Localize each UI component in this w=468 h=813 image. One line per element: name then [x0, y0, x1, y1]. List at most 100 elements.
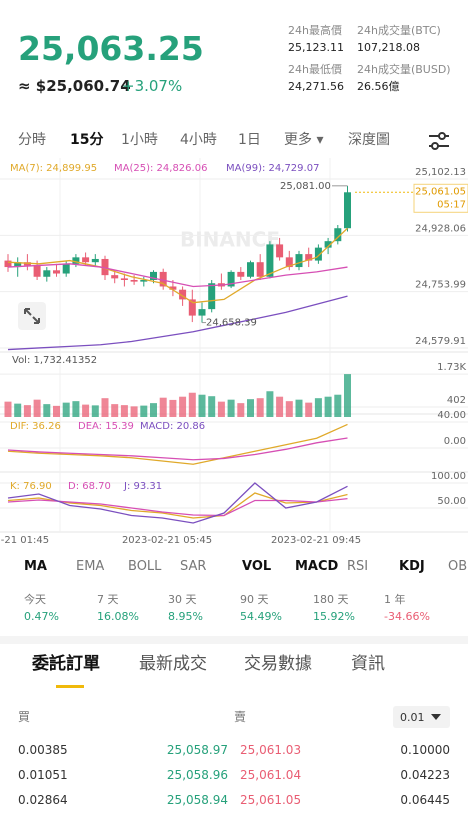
volume-bar [285, 401, 293, 417]
indicator-tab[interactable]: KDJ [399, 559, 425, 574]
settings-icon[interactable] [428, 131, 450, 151]
indicator-tab[interactable]: BOLL [128, 559, 162, 574]
y-tick-label: 40.00 [437, 410, 466, 421]
candle-body [82, 257, 90, 263]
volume-bar [82, 404, 90, 417]
volume-bar [314, 398, 322, 417]
ask-amount: 0.06445 [400, 793, 450, 807]
volume-bar [237, 403, 245, 417]
volume-bar [208, 396, 216, 417]
watermark: BINANCE [180, 228, 280, 252]
legend-label: D: 68.70 [68, 481, 111, 492]
return-period: 180 天 [313, 593, 349, 606]
indicator-tab[interactable]: SAR [180, 559, 207, 574]
precision-value[interactable]: 0.01 [400, 711, 425, 724]
low-label: 24,658.39 [206, 318, 257, 329]
volume-bar [111, 404, 119, 417]
indicator-tab[interactable]: OB [448, 559, 468, 574]
volume-bar [150, 403, 157, 417]
precision-dropdown[interactable] [393, 706, 450, 728]
timeframe-tab[interactable]: 深度圖 [348, 132, 390, 148]
timeframe-tab[interactable]: 1日 [238, 132, 261, 148]
indicator-tab[interactable]: EMA [76, 559, 105, 574]
timeframe-tab[interactable]: 更多 ▾ [284, 132, 324, 148]
indicator-line [7, 227, 348, 304]
y-tick-label: 100.00 [431, 471, 466, 482]
candle-body [237, 271, 245, 277]
current-price-label: 25,061.05 [415, 186, 466, 197]
candle-body [295, 254, 303, 268]
return-period: 7 天 [97, 593, 119, 606]
x-tick-label: 02-21 01:45 [0, 535, 49, 546]
section-tab[interactable]: 委託訂單 [32, 654, 100, 674]
volume-label: Vol: 1,732.41352 [12, 355, 97, 366]
timeframe-tab[interactable]: 分時 [18, 132, 46, 148]
stat-value: 107,218.08 [357, 41, 420, 54]
candle-body [43, 270, 51, 277]
y-tick-label: 24,579.91 [415, 336, 466, 347]
bid-amount: 0.02864 [18, 793, 68, 807]
candle-body [53, 270, 60, 274]
candle-body [305, 254, 313, 261]
candle-body [169, 286, 177, 290]
volume-bar [14, 403, 22, 417]
indicator-tab[interactable]: RSI [347, 559, 369, 574]
candle-body [344, 192, 351, 229]
candle-body [150, 271, 157, 280]
return-value: 15.92% [313, 610, 355, 623]
candle-body [62, 263, 70, 274]
return-value: 16.08% [97, 610, 139, 623]
timeframe-tab[interactable]: 15分 [70, 132, 104, 148]
candle-body [227, 271, 235, 287]
timeframe-tab[interactable]: 4小時 [180, 132, 217, 148]
return-period: 30 天 [168, 593, 197, 606]
legend-label: MA(99): 24,729.07 [226, 163, 319, 174]
bid-price: 25,058.94 [166, 793, 228, 807]
y-tick-label: 1.73K [437, 362, 466, 373]
legend-label: MA(7): 24,899.95 [10, 163, 97, 174]
indicator-tab[interactable]: MACD [295, 559, 339, 574]
y-tick-label: 402 [447, 395, 466, 406]
candle-body [276, 244, 284, 258]
y-tick-label: 24,928.06 [415, 223, 466, 234]
y-tick-label: 0.00 [444, 436, 466, 447]
candle-body [14, 262, 22, 268]
section-tab[interactable]: 交易數據 [244, 654, 312, 674]
candle-body [208, 283, 216, 310]
candle-body [33, 265, 41, 277]
timeframe-tab[interactable]: 1小時 [121, 132, 158, 148]
volume-bar [72, 401, 80, 417]
legend-label: J: 93.31 [123, 481, 162, 492]
section-tab[interactable]: 資訊 [351, 654, 385, 674]
volume-bar [53, 405, 60, 417]
legend-label: DIF: 36.26 [10, 421, 61, 432]
volume-bar [169, 399, 177, 417]
bid-price: 25,058.96 [166, 768, 228, 782]
volume-bar [120, 405, 128, 417]
return-value: 8.95% [168, 610, 203, 623]
volume-bar [324, 396, 332, 417]
indicator-tab[interactable]: VOL [242, 559, 272, 574]
volume-bar [140, 405, 148, 417]
divider-band [0, 636, 468, 644]
dropdown-arrow [431, 714, 441, 720]
volume-bar [305, 402, 313, 417]
return-period: 90 天 [240, 593, 269, 606]
indicator-line [7, 423, 348, 465]
stat-label: 24h成交量(BTC) [357, 24, 441, 37]
volume-bar [344, 374, 351, 417]
candle-body [111, 275, 119, 279]
stat-value: 26.56億 [357, 80, 400, 93]
ask-amount: 0.10000 [400, 743, 450, 757]
indicator-line [7, 263, 348, 288]
usd-price: ≈ $25,060.74 [18, 77, 131, 95]
ask-price: 25,061.03 [240, 743, 302, 757]
countdown-label: 05:17 [437, 199, 466, 210]
indicator-tab[interactable]: MA [24, 559, 47, 574]
volume-bar [247, 399, 254, 417]
section-tab[interactable]: 最新成交 [139, 654, 207, 674]
expand-icon[interactable] [18, 302, 46, 330]
volume-bar [33, 399, 41, 417]
y-tick-label: 50.00 [437, 496, 466, 507]
volume-bar [62, 402, 70, 417]
